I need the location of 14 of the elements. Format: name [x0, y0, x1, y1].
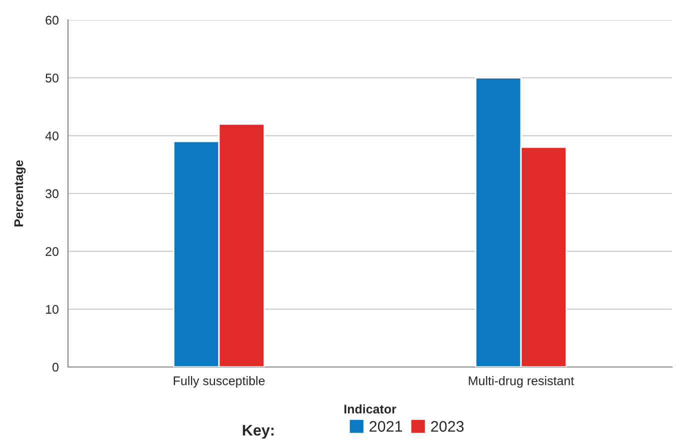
y-tick-label: 60	[46, 16, 58, 25]
y-tick-label: 10	[46, 304, 58, 314]
legend-label: 2023	[431, 420, 464, 432]
y-axis-title: Percentage	[14, 160, 26, 226]
y-tick-label: 30	[46, 189, 58, 198]
x-tick-label: Fully susceptible	[174, 376, 265, 388]
y-tick-label: 40	[45, 131, 58, 140]
y-tick-label: 0	[52, 362, 58, 372]
y-tick-label: 20	[46, 247, 58, 256]
y-tick-label: 50	[46, 74, 58, 82]
x-tick-label: Multi-drug resistant	[468, 376, 574, 388]
legend-label: 2021	[370, 420, 402, 432]
legend-title: Key:	[242, 424, 274, 439]
x-axis-title: Indicator	[344, 404, 396, 414]
